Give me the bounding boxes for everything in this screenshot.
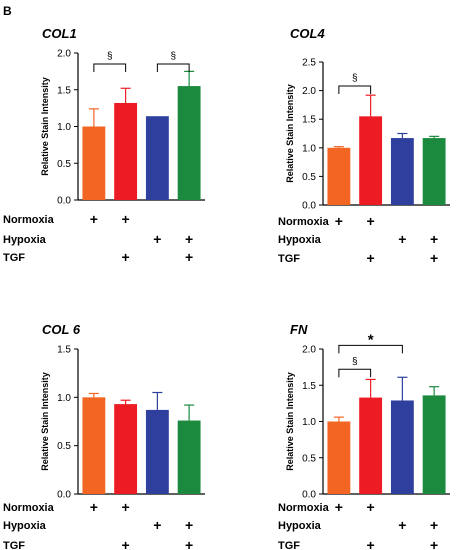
chart-panel-2: COL4 Relative Stain Intensity 0.0 0.5 1.0 1.5… [278,26,450,266]
y-axis-label: Relative Stain Intensity [285,372,295,471]
condition-label: Hypoxia [3,520,47,532]
plus-mark: + [430,537,438,550]
y-axis-label: Relative Stain Intensity [40,372,50,471]
chart-title: COL 6 [42,322,81,337]
condition-label: TGF [278,540,300,550]
y-axis-label: Relative Stain Intensity [285,84,295,183]
chart-title: FN [290,322,308,337]
y-tick-label: 0.5 [302,172,316,183]
significance-bracket [338,368,372,378]
y-tick-label: 1.5 [302,115,316,126]
y-tick-label: 1.0 [57,122,71,133]
plus-mark: + [185,517,193,533]
significance-label: § [352,73,358,84]
y-tick-label: 1.5 [302,381,316,392]
plus-mark: + [122,499,130,515]
bar [114,404,138,494]
y-axis-label: Relative Stain Intensity [40,77,50,176]
panel-letter: B [3,4,12,18]
y-tick-label: 1.0 [57,393,71,404]
y-tick-label: 2.0 [302,345,316,356]
bar [114,102,138,200]
bar [145,116,169,200]
plus-mark: + [398,517,406,533]
plus-mark: + [185,231,193,247]
bar [390,400,414,494]
bar [327,147,351,205]
chart-panel-3: COL 6 Relative Stain Intensity 0.0 0.5 1.0 1.… [3,322,205,550]
y-tick-label: 0.5 [302,453,316,464]
y-tick-label: 0.5 [57,441,71,452]
condition-label: Normoxia [3,214,55,226]
plus-mark: + [335,499,343,515]
bar [359,397,383,494]
plus-mark: + [367,537,375,550]
y-tick-label: 2.0 [57,49,71,60]
bar [82,126,106,200]
condition-label: TGF [278,253,300,265]
y-tick-label: 1.5 [57,85,71,96]
bar [422,395,446,494]
chart-title: COL4 [290,26,325,41]
plus-mark: + [367,213,375,229]
plus-mark: + [430,517,438,533]
plus-mark: + [122,249,130,265]
significance-label: * [368,331,374,348]
condition-label: Normoxia [278,216,330,228]
bar [422,138,446,205]
y-tick-label: 1.0 [302,417,316,428]
bar [145,409,169,494]
y-tick-label: 2.5 [302,58,316,69]
y-tick-label: 0.0 [302,490,316,501]
plus-mark: + [398,231,406,247]
y-tick-label: 0.0 [302,201,316,212]
significance-bracket [338,344,403,354]
condition-label: Normoxia [278,502,330,514]
y-tick-label: 0.5 [57,159,71,170]
plus-mark: + [90,211,98,227]
significance-label: § [352,356,358,367]
condition-label: Normoxia [3,502,55,514]
significance-bracket [338,85,372,95]
y-tick-label: 1.5 [57,345,71,356]
condition-label: Hypoxia [278,520,322,532]
plus-mark: + [367,250,375,266]
plus-mark: + [185,537,193,550]
bar [327,421,351,494]
bar [359,116,383,205]
condition-label: Hypoxia [3,234,47,246]
y-tick-label: 0.0 [57,196,71,207]
significance-label: § [170,51,176,62]
significance-label: § [107,51,113,62]
plus-mark: + [122,537,130,550]
bar [177,86,201,200]
chart-title: COL1 [42,26,77,41]
plus-mark: + [335,213,343,229]
chart-panel-4: FN Relative Stain Intensity 0.0 0.5 1.0 1.5 2.… [278,322,450,550]
plus-mark: + [430,231,438,247]
condition-label: Hypoxia [278,234,322,246]
bar [82,397,106,494]
y-tick-label: 2.0 [302,86,316,97]
plus-mark: + [153,231,161,247]
bar [390,138,414,205]
plus-mark: + [430,250,438,266]
chart-panel-1: COL1 Relative Stain Intensity 0.0 0.5 1.0 1.5… [3,26,205,265]
y-tick-label: 1.0 [302,143,316,154]
condition-label: TGF [3,252,25,264]
plus-mark: + [90,499,98,515]
significance-bracket [93,63,127,73]
y-tick-label: 0.0 [57,490,71,501]
condition-label: TGF [3,540,25,550]
bar [177,420,201,494]
plus-mark: + [185,249,193,265]
plus-mark: + [153,517,161,533]
plus-mark: + [367,499,375,515]
plus-mark: + [122,211,130,227]
significance-bracket [156,63,190,73]
